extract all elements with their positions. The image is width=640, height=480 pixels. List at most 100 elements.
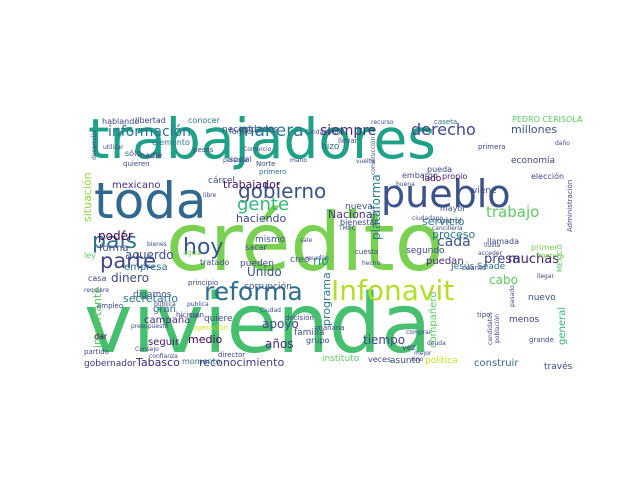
word-cloud-word: situación — [81, 172, 94, 222]
word-cloud-word: sale — [300, 237, 312, 244]
word-cloud-word: construir — [474, 358, 519, 369]
word-cloud-word: gobernador — [84, 359, 136, 369]
word-cloud-word: poder — [98, 229, 133, 243]
word-cloud-word: construcción — [370, 137, 377, 175]
word-cloud-word: primero — [259, 168, 286, 176]
word-cloud-word: confianza — [149, 353, 178, 360]
word-cloud-word: apoyo — [262, 317, 299, 331]
word-cloud-word: propio — [442, 172, 467, 181]
word-cloud-word: información — [108, 124, 191, 140]
word-cloud-word: pueblo — [381, 172, 511, 216]
word-cloud-word: vez — [402, 343, 416, 352]
word-cloud-word: director — [218, 351, 245, 359]
word-cloud-word: grande — [529, 336, 554, 344]
word-cloud-word: cuesta — [355, 248, 378, 256]
word-cloud-word: vivienda — [84, 277, 431, 372]
word-cloud-word: segundo — [406, 246, 445, 256]
word-cloud-word: veces — [368, 355, 391, 364]
word-cloud-word: hizo — [321, 142, 340, 152]
word-cloud-word: presa — [484, 252, 520, 267]
word-cloud-word: importante — [91, 287, 104, 348]
word-cloud-word: pesos — [193, 146, 214, 154]
word-cloud-word: haciendo — [236, 212, 287, 225]
word-cloud-word: elemento — [152, 138, 190, 147]
word-cloud-word: mano — [290, 157, 307, 164]
word-cloud-word: toda — [94, 172, 207, 230]
word-cloud-word: tratado — [200, 258, 229, 267]
word-cloud-word: tiempo — [363, 333, 405, 347]
word-cloud-word: principio — [188, 279, 218, 287]
word-cloud-word: mejor — [414, 350, 432, 357]
word-cloud-word: cuanto — [462, 264, 486, 272]
word-cloud-word: primera — [478, 143, 506, 151]
word-cloud-word: Administración — [566, 180, 574, 232]
word-cloud-word: creo — [290, 255, 310, 265]
word-cloud-word: personal — [223, 157, 249, 164]
word-cloud-word: través — [544, 361, 573, 372]
word-cloud-word: Infonavit — [331, 274, 454, 307]
word-cloud-word: pueda — [427, 165, 452, 174]
word-cloud-word: gran — [153, 304, 176, 315]
word-cloud-word: daño — [555, 140, 570, 147]
word-cloud-word: manera — [238, 121, 304, 141]
word-cloud-word: mayor — [440, 204, 466, 213]
word-cloud-word: crédito — [166, 196, 444, 289]
word-cloud-word: lado — [422, 174, 442, 184]
word-cloud-word: publica — [187, 301, 209, 308]
word-cloud-word: conocer — [188, 116, 221, 125]
word-cloud-word: operación — [193, 324, 228, 332]
word-cloud-word: Tabasco — [135, 356, 180, 369]
word-cloud-word: presupuesto — [131, 323, 169, 330]
word-cloud-word: MÉXICO — [555, 244, 564, 272]
word-cloud-word: sacar — [245, 243, 267, 252]
word-cloud-word: requiere — [84, 287, 109, 294]
word-cloud-word: reforma — [204, 277, 303, 306]
word-cloud-word: empleo — [97, 302, 123, 310]
word-cloud-word: Comercio — [243, 146, 272, 153]
word-cloud-word: tan — [190, 313, 200, 320]
word-cloud-word: pueden — [240, 259, 274, 269]
word-cloud-word: mexicano — [112, 180, 161, 191]
word-cloud-word: control — [437, 217, 461, 225]
word-cloud-word: elección — [531, 171, 564, 181]
word-cloud-word: familia — [294, 328, 324, 338]
word-cloud-word: reunión — [306, 255, 329, 262]
word-cloud-word: sino — [411, 356, 424, 363]
word-cloud-word: cancillería — [432, 225, 463, 232]
word-cloud-word: decisión — [285, 314, 314, 322]
word-cloud-word: sólo — [125, 148, 141, 158]
word-cloud-word: quieren — [123, 160, 150, 168]
word-cloud-word: recurso — [371, 119, 394, 126]
word-cloud-word: primer — [531, 243, 558, 252]
word-cloud-word: necesidades — [222, 125, 278, 135]
word-cloud-word: hecho — [362, 260, 381, 267]
word-cloud-word: pasado — [509, 285, 516, 307]
word-cloud-word: hicieron — [176, 311, 204, 319]
word-cloud-word: trabajador — [223, 178, 281, 191]
word-cloud-word: reconocimiento — [199, 356, 284, 369]
word-cloud-word: país — [92, 229, 137, 254]
word-cloud-word: secretario — [123, 292, 178, 305]
word-cloud-word: social — [229, 155, 252, 164]
word-cloud-word: comprar — [406, 329, 432, 336]
word-cloud-word: hoy — [183, 235, 223, 260]
word-cloud-word: río — [313, 254, 329, 268]
word-cloud-word: TMEC — [338, 225, 356, 232]
word-cloud-word: viene — [472, 186, 497, 196]
word-cloud-word: trabajo — [486, 203, 539, 221]
word-cloud-word: fondo — [229, 127, 252, 136]
word-cloud-word: plataforma — [369, 174, 383, 240]
word-cloud-word: forma — [99, 243, 128, 254]
word-cloud-word: nuevo — [528, 293, 556, 303]
word-cloud-word: siempre — [320, 123, 376, 139]
word-cloud-word: agua — [183, 249, 200, 257]
word-cloud-word: años — [265, 337, 294, 351]
word-cloud-word: Unido — [247, 265, 282, 279]
word-cloud-word: economía — [511, 156, 555, 166]
word-cloud-word: servicio — [422, 215, 465, 228]
word-cloud-word: cada — [437, 234, 471, 250]
word-cloud-word: libertad — [135, 116, 166, 125]
word-cloud-word: Norte — [256, 160, 275, 168]
